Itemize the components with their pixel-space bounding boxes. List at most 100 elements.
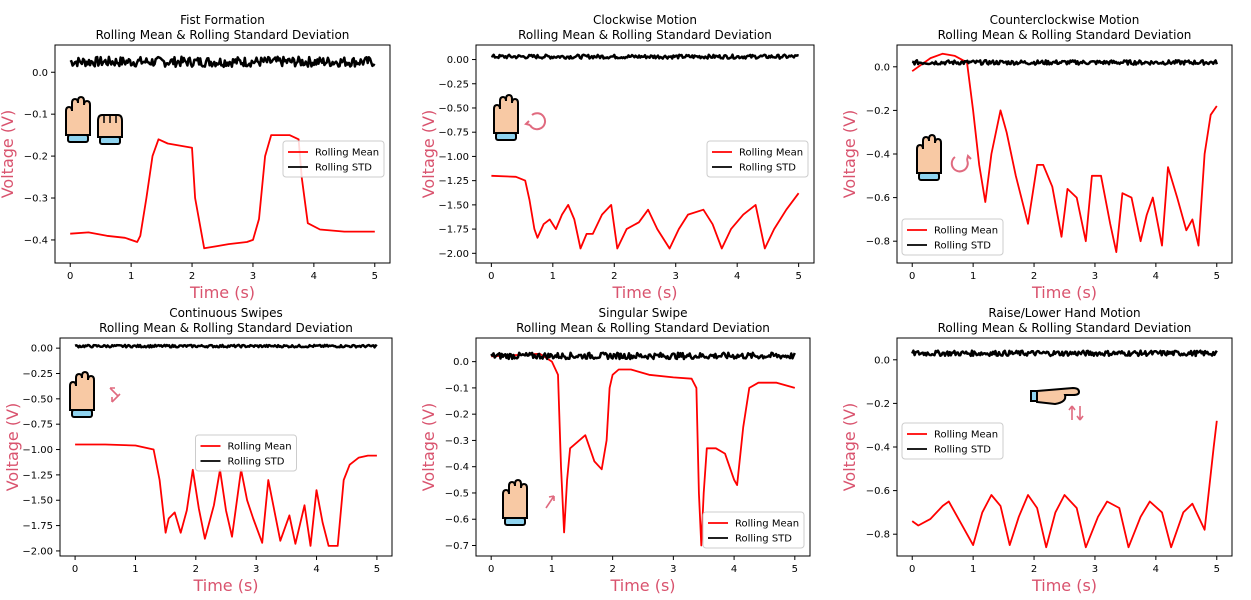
y-axis-label: Voltage (V)	[0, 110, 17, 199]
legend-box	[702, 511, 805, 549]
chart-title: Singular Swipe	[599, 306, 688, 320]
y-tick-label: 0.00	[447, 55, 469, 66]
chart-title: Clockwise Motion	[593, 13, 697, 27]
sideways-hand-icon	[1030, 386, 1081, 406]
y-tick-label: −0.75	[438, 128, 469, 139]
axes-frame	[896, 337, 1233, 557]
chart-subtitle: Rolling Mean & Rolling Standard Deviatio…	[518, 28, 772, 42]
x-tick-label: 0	[488, 271, 494, 282]
open-hand-icon	[65, 95, 91, 143]
y-tick-label: −1.00	[438, 152, 469, 163]
rolling-std-line	[911, 349, 1218, 358]
x-tick-label: 1	[128, 271, 134, 282]
axes-frame	[54, 44, 391, 264]
x-tick-label: 5	[792, 564, 798, 575]
x-tick-label: 0	[67, 271, 73, 282]
y-tick-label: 0.00	[31, 344, 53, 355]
legend-label: Rolling STD	[934, 241, 991, 252]
x-tick-label: 1	[550, 271, 556, 282]
y-tick-label: 0.0	[874, 62, 890, 73]
y-tick-label: −0.50	[438, 103, 469, 114]
rolling-std-line	[490, 351, 796, 361]
chart-subtitle: Rolling Mean & Rolling Standard Deviatio…	[516, 321, 770, 335]
chart-subtitle: Rolling Mean & Rolling Standard Deviatio…	[96, 28, 350, 42]
axes-frame	[475, 337, 811, 557]
y-tick-label: −0.1	[24, 110, 48, 121]
x-tick-label: 2	[1031, 271, 1037, 282]
y-axis-label: Voltage (V)	[419, 403, 438, 492]
legend-label: Rolling STD	[315, 163, 372, 174]
y-tick-label: −1.00	[22, 445, 53, 456]
y-tick-label: −1.75	[22, 521, 53, 532]
rolling-std-line	[74, 343, 378, 349]
y-tick-label: −0.4	[24, 235, 48, 246]
chart-subtitle: Rolling Mean & Rolling Standard Deviatio…	[938, 28, 1192, 42]
rolling-std-line	[490, 53, 800, 60]
y-tick-label: −0.2	[866, 106, 890, 117]
rolling-mean-line	[75, 443, 377, 547]
y-tick-label: −0.75	[22, 420, 53, 431]
x-tick-label: 5	[372, 271, 378, 282]
counterclockwise-arrow-icon	[950, 156, 969, 173]
axes-frame	[59, 337, 393, 557]
x-tick-label: 1	[970, 564, 976, 575]
x-tick-label: 3	[253, 564, 259, 575]
y-tick-label: −1.75	[438, 225, 469, 236]
y-tick-label: −0.2	[866, 399, 890, 410]
axes-frame	[475, 44, 815, 264]
y-tick-label: 0.0	[453, 357, 469, 368]
y-tick-label: −0.3	[445, 436, 469, 447]
chart-title: Counterclockwise Motion	[990, 13, 1140, 27]
x-tick-label: 4	[311, 271, 317, 282]
x-tick-label: 2	[1031, 564, 1037, 575]
y-tick-label: −0.8	[866, 237, 890, 248]
y-tick-label: −0.50	[22, 394, 53, 405]
y-tick-label: −0.8	[866, 530, 890, 541]
x-tick-label: 2	[189, 271, 195, 282]
x-tick-label: 4	[313, 564, 319, 575]
clockwise-arrow-icon	[529, 112, 547, 131]
chart-title: Fist Formation	[180, 13, 265, 27]
x-tick-label: 5	[374, 564, 380, 575]
y-tick-label: −0.25	[22, 369, 53, 380]
legend-label: Rolling STD	[735, 534, 792, 545]
y-axis-label: Voltage (V)	[3, 403, 22, 492]
legend-label: Rolling Mean	[735, 519, 799, 530]
y-tick-label: −0.4	[445, 462, 469, 473]
legend-label: Rolling STD	[934, 445, 991, 456]
x-tick-label: 0	[488, 564, 494, 575]
x-axis-label: Time (s)	[1031, 576, 1097, 595]
legend-label: Rolling Mean	[315, 148, 379, 159]
x-axis-label: Time (s)	[192, 576, 258, 595]
x-tick-label: 3	[670, 564, 676, 575]
legend: Rolling Mean Rolling STD	[702, 511, 805, 549]
legend-label: Rolling Mean	[934, 430, 998, 441]
y-tick-label: −0.6	[866, 193, 890, 204]
y-tick-label: −0.1	[445, 383, 469, 394]
y-tick-label: −0.2	[445, 410, 469, 421]
open-hand-icon	[916, 133, 942, 181]
legend-box	[195, 434, 297, 472]
x-tick-label: 2	[193, 564, 199, 575]
y-tick-label: 0.0	[874, 355, 890, 366]
y-tick-label: −1.25	[22, 470, 53, 481]
x-tick-label: 0	[909, 564, 915, 575]
legend: Rolling Mean Rolling STD	[282, 140, 385, 178]
x-tick-label: 3	[1092, 564, 1098, 575]
rolling-mean-line	[491, 174, 800, 250]
y-tick-label: −0.2	[24, 152, 48, 163]
legend-label: Rolling Mean	[228, 442, 292, 453]
legend: Rolling Mean Rolling STD	[901, 422, 1004, 460]
x-tick-label: 1	[132, 564, 138, 575]
open-hand-icon	[493, 93, 519, 141]
y-tick-label: −0.3	[24, 194, 48, 205]
legend: Rolling Mean Rolling STD	[901, 218, 1004, 256]
plot-area	[911, 52, 1218, 254]
legend-box	[282, 140, 385, 178]
y-axis-label: Voltage (V)	[840, 403, 859, 492]
